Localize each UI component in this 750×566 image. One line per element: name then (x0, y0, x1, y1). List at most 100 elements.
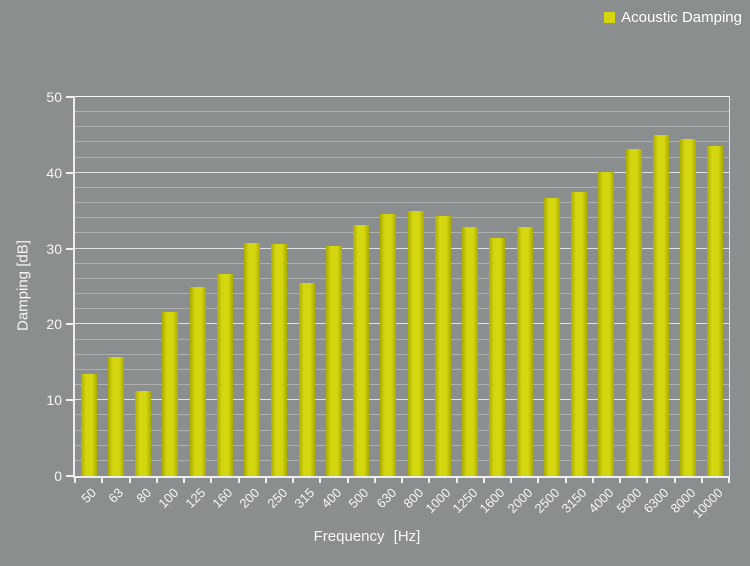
bar-1250hz (462, 227, 479, 476)
gridline-4db (75, 444, 729, 446)
bar-8000hz (680, 138, 697, 476)
bar-2000hz (516, 227, 533, 476)
legend: Acoustic Damping (604, 9, 742, 26)
bar-5000hz (625, 148, 642, 476)
bar-10000hz (707, 146, 724, 476)
y-tick-30 (66, 247, 73, 250)
x-tick-0 (74, 478, 76, 483)
bar-1600hz (489, 238, 506, 476)
x-tick-label-2500hz: 2500 (531, 485, 563, 517)
gridline-42db (75, 156, 729, 158)
x-tick-label-100hz: 100 (155, 485, 181, 511)
x-tick-label-4000hz: 4000 (585, 485, 617, 517)
y-tick-label-50: 50 (46, 89, 62, 105)
x-tick-label-630hz: 630 (373, 485, 399, 511)
y-tick-20 (66, 323, 73, 326)
bar-200hz (244, 242, 261, 476)
x-tick-20 (619, 478, 621, 483)
x-tick-15 (482, 478, 485, 483)
bar-315hz (298, 283, 315, 476)
gridline-32db (75, 232, 729, 234)
gridline-34db (75, 217, 729, 219)
x-tick-14 (455, 478, 458, 483)
gridline-16db (75, 353, 729, 355)
x-tick-9 (319, 478, 322, 483)
x-tick-label-3150hz: 3150 (558, 485, 590, 517)
gridline-50db (75, 96, 729, 97)
y-tick-label-30: 30 (46, 240, 62, 257)
x-tick-22 (673, 478, 676, 483)
bar-63hz (107, 357, 124, 476)
x-tick-label-250hz: 250 (264, 485, 290, 511)
x-tick-6 (237, 478, 240, 483)
x-tick-21 (646, 478, 649, 483)
bar-100hz (162, 312, 179, 476)
bar-80hz (135, 391, 152, 476)
x-tick-label-2000hz: 2000 (504, 485, 536, 517)
bar-6300hz (652, 134, 669, 476)
bar-125hz (189, 286, 206, 476)
x-tick-label-315hz: 315 (291, 485, 318, 511)
bar-4000hz (598, 172, 615, 476)
x-tick-24 (728, 478, 730, 483)
bar-800hz (407, 210, 424, 476)
y-tick-40 (66, 171, 73, 174)
gridline-38db (75, 186, 729, 188)
x-tick-19 (591, 478, 594, 483)
x-tick-label-6300hz: 6300 (640, 485, 672, 517)
y-tick-10 (66, 399, 73, 402)
x-tick-16 (510, 478, 512, 483)
x-tick-5 (210, 478, 213, 483)
x-tick-2 (128, 478, 131, 483)
gridline-18db (75, 338, 729, 340)
y-tick-0 (66, 475, 73, 477)
x-tick-label-400hz: 400 (318, 485, 345, 511)
x-tick-label-63hz: 63 (105, 485, 127, 506)
x-tick-8 (292, 478, 294, 483)
y-tick-label-0: 0 (54, 468, 62, 484)
bar-630hz (380, 213, 397, 476)
x-tick-11 (373, 478, 376, 483)
y-axis-title: Damping [dB] (14, 240, 32, 331)
x-tick-3 (155, 478, 158, 483)
x-axis-title: Frequency [Hz] (313, 528, 421, 545)
gridline-2db (75, 459, 729, 461)
gridline-44db (75, 141, 729, 143)
bar-500hz (353, 225, 370, 476)
x-tick-10 (346, 478, 349, 483)
x-tick-label-1600hz: 1600 (476, 485, 508, 517)
gridline-46db (75, 126, 729, 128)
gridline-10db (75, 399, 729, 401)
gridline-26db (75, 277, 729, 279)
gridline-22db (75, 308, 729, 310)
bar-2500hz (543, 197, 560, 476)
gridline-8db (75, 414, 729, 416)
x-tick-4 (183, 478, 185, 483)
x-tick-7 (264, 478, 267, 483)
y-tick-label-10: 10 (46, 392, 62, 409)
y-tick-label-20: 20 (46, 316, 62, 333)
x-tick-label-500hz: 500 (345, 485, 372, 511)
y-tick-50 (66, 96, 73, 98)
gridline-40db (75, 171, 729, 173)
gridline-20db (75, 323, 729, 325)
x-tick-label-5000hz: 5000 (613, 485, 645, 517)
x-tick-label-200hz: 200 (236, 485, 263, 511)
gridline-30db (75, 247, 729, 249)
bar-1000hz (434, 216, 451, 476)
y-tick-label-40: 40 (46, 164, 62, 181)
gridline-24db (75, 293, 729, 295)
x-tick-label-1000hz: 1000 (422, 485, 454, 517)
x-tick-label-10000hz: 10000 (689, 485, 726, 522)
x-tick-label-125hz: 125 (182, 485, 209, 511)
x-tick-1 (101, 478, 104, 483)
gridline-48db (75, 111, 729, 113)
x-tick-label-160hz: 160 (209, 485, 236, 511)
legend-label: Acoustic Damping (621, 9, 742, 26)
x-tick-12 (401, 478, 403, 483)
bar-250hz (271, 244, 288, 476)
x-tick-label-50hz: 50 (78, 485, 100, 506)
x-tick-18 (564, 478, 567, 483)
gridline-14db (75, 368, 729, 370)
x-tick-13 (428, 478, 431, 483)
